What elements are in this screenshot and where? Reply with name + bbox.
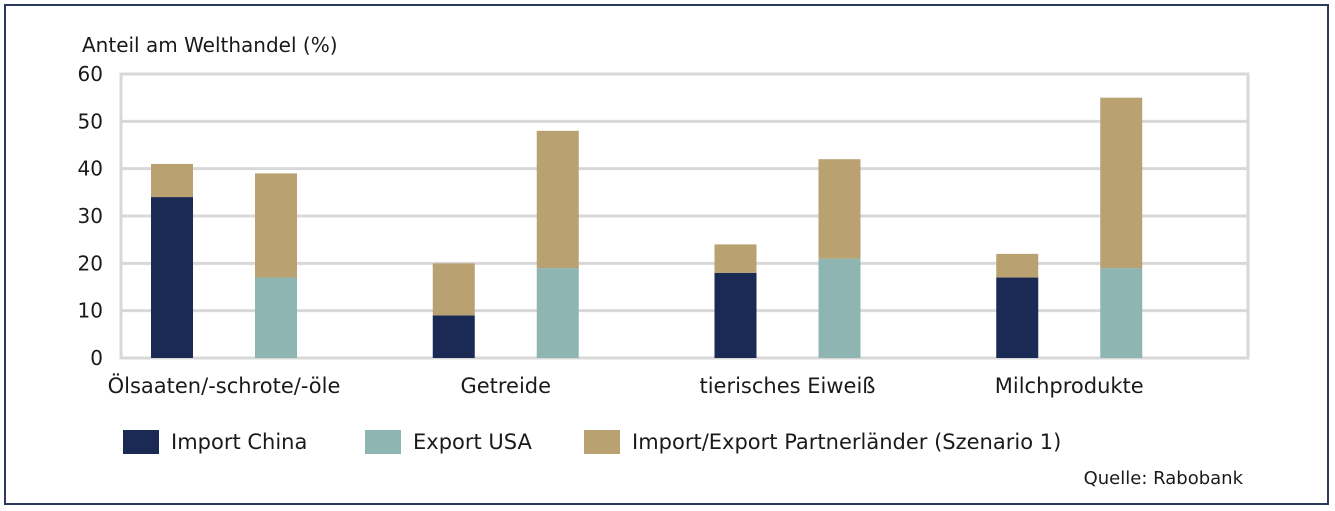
bar-partner-export <box>818 159 861 259</box>
bar-partner-import <box>432 263 475 316</box>
legend-label: Import/Export Partnerländer (Szenario 1) <box>632 430 1061 454</box>
bar-export-usa <box>536 268 579 358</box>
x-category-label: Milchprodukte <box>995 374 1144 398</box>
bar-export-usa <box>818 258 861 358</box>
legend-label: Export USA <box>413 430 533 454</box>
bar-partner-import <box>996 253 1039 278</box>
y-tick-label: 10 <box>78 299 103 323</box>
y-tick-label: 20 <box>78 251 103 275</box>
y-tick-label: 60 <box>78 62 103 86</box>
legend-label: Import China <box>171 430 307 454</box>
x-category-label: Getreide <box>460 374 551 398</box>
bar-partner-export <box>1100 97 1143 269</box>
bar-partner-export <box>536 130 579 269</box>
y-tick-label: 30 <box>78 204 103 228</box>
bar-import-china <box>714 272 757 358</box>
legend-swatch <box>584 430 620 454</box>
bar-partner-import <box>714 244 757 273</box>
source-note: Quelle: Rabobank <box>1084 468 1244 489</box>
bar-partner-export <box>255 173 297 278</box>
bar-export-usa <box>255 277 297 358</box>
bar-import-china <box>432 315 475 358</box>
x-category-label: Ölsaaten/-schrote/-öle <box>108 373 341 398</box>
x-category-label: tierisches Eiweiß <box>699 374 875 398</box>
bar-import-china <box>996 277 1039 358</box>
y-tick-label: 0 <box>90 346 103 370</box>
legend-swatch <box>123 430 159 454</box>
y-tick-label: 50 <box>78 109 103 133</box>
bar-partner-import <box>151 163 193 198</box>
y-tick-label: 40 <box>78 157 103 181</box>
bar-import-china <box>151 197 193 358</box>
legend-swatch <box>365 430 401 454</box>
y-axis-label: Anteil am Welthandel (%) <box>82 33 338 57</box>
bar-export-usa <box>1100 268 1143 358</box>
